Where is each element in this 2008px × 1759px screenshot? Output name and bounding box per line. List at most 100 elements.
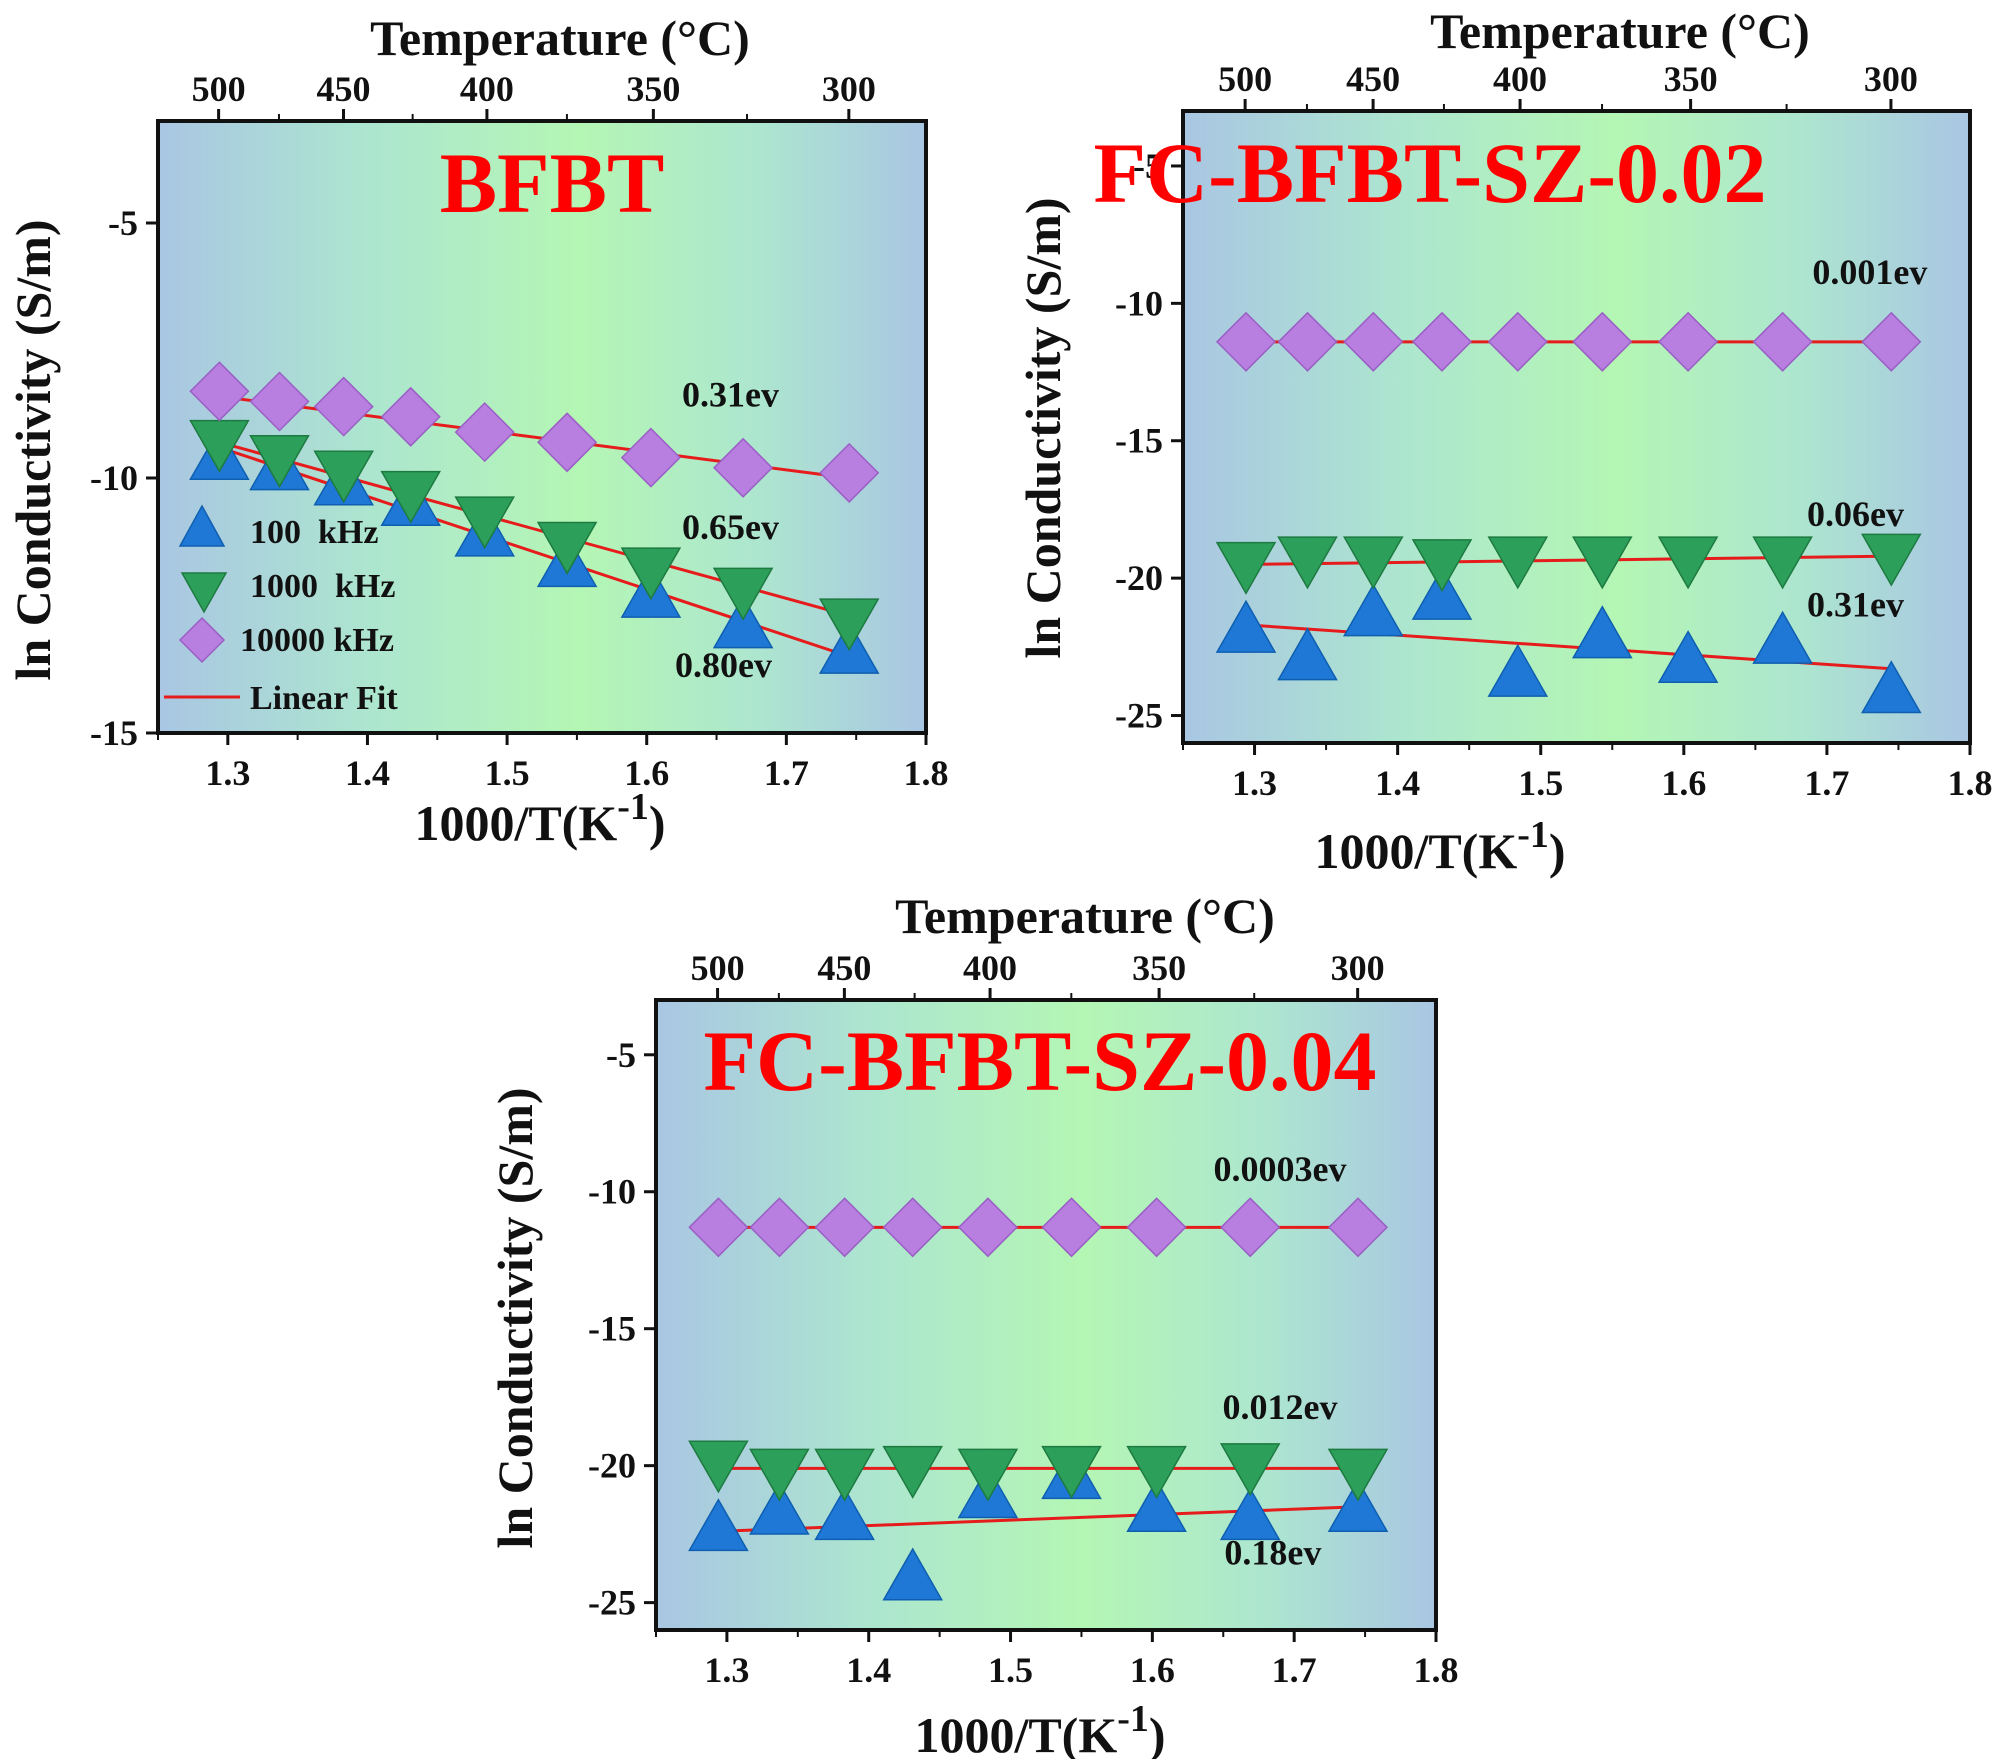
x2-tick-label: 450 [817, 948, 871, 988]
data-point-triangle-up [1327, 1478, 1389, 1532]
data-point-triangle-down [1343, 536, 1404, 590]
data-point-triangle-down [1041, 1445, 1102, 1499]
x2-tick-label: 350 [1664, 59, 1718, 99]
data-point-diamond [814, 1197, 875, 1258]
x-tick-label: 1.6 [1661, 763, 1706, 803]
activation-energy-label: 0.012ev [1223, 1387, 1338, 1427]
plot-area [1183, 111, 1970, 743]
activation-energy-label: 0.31ev [682, 375, 779, 415]
axes: 1.3 1.4 1.5 1.6 1.7 1.8 -15 -10 -5 500 450 400 350 30… [90, 69, 949, 793]
data-point-triangle-down [712, 567, 774, 621]
data-point-triangle-down [536, 521, 598, 575]
data-point-triangle-up [1861, 660, 1922, 714]
data-point-triangle-down [380, 470, 441, 524]
data-point-diamond [688, 1197, 749, 1258]
panel-title: FC-BFBT-SZ-0.02 [1094, 125, 1767, 221]
data-point-triangle-down [688, 1440, 749, 1494]
y-axis-title: ln Conductivity (S/m) [487, 1087, 543, 1548]
data-point-triangle-down [1657, 536, 1719, 590]
axes-frame [156, 119, 928, 735]
data-point-diamond [957, 1197, 1018, 1258]
x2-tick-label: 450 [316, 69, 370, 109]
y-tick-label: -5 [1133, 146, 1163, 186]
data-marks: 0.31ev 0.65ev 0.80ev [189, 361, 880, 685]
activation-energy-label: 0.80ev [675, 645, 772, 685]
data-point-triangle-up [1487, 643, 1549, 697]
x-axis-title-main: 1000/T(K [414, 795, 617, 851]
x-tick-label: 1.7 [764, 753, 809, 793]
activation-energy-label: 0.001ev [1812, 252, 1927, 292]
data-point-triangle-down [1126, 1445, 1187, 1499]
data-point-diamond [1658, 311, 1719, 372]
x-tick-label: 1.6 [624, 753, 669, 793]
data-point-triangle-up [1343, 583, 1404, 637]
data-point-triangle-up [814, 1487, 875, 1541]
legend-label-10000khz: 10000 kHz [240, 622, 394, 659]
x2-tick-label: 500 [1218, 59, 1272, 99]
x-tick-label: 1.5 [988, 1650, 1033, 1690]
y-tick-label: -5 [108, 203, 138, 243]
x-axis-title-sup: -1 [617, 786, 649, 828]
data-point-diamond [819, 442, 880, 503]
legend-label-1000khz: 1000 kHz [250, 568, 395, 605]
x-axis-title: 1000/T(K-1) [414, 786, 665, 851]
x-tick-label: 1.4 [846, 1650, 891, 1690]
data-marks: 0.0003ev 0.012ev 0.18ev [688, 1149, 1389, 1601]
x-axis-title-main: 1000/T(K [1314, 823, 1517, 879]
y-tick-label: -15 [1115, 421, 1163, 461]
data-point-triangle-down [313, 450, 374, 504]
data-point-triangle-up [1572, 605, 1633, 659]
legend-marker-10000khz [178, 616, 226, 664]
data-point-triangle-up [882, 1547, 943, 1601]
data-point-diamond [1327, 1197, 1389, 1258]
data-point-triangle-down [1219, 1443, 1281, 1497]
data-point-triangle-up [749, 1481, 810, 1535]
data-point-triangle-down [882, 1445, 943, 1499]
data-point-diamond [189, 361, 250, 422]
panel-title: FC-BFBT-SZ-0.04 [704, 1013, 1377, 1109]
x2-tick-label: 400 [460, 69, 514, 109]
y-tick-label: -20 [588, 1446, 636, 1486]
axes-frame [654, 998, 1438, 1632]
x2-tick-label: 450 [1346, 59, 1400, 99]
data-point-diamond [249, 371, 310, 432]
data-point-diamond [1343, 311, 1404, 372]
data-point-triangle-up [1215, 599, 1277, 653]
data-point-diamond [454, 402, 515, 463]
data-point-triangle-up [688, 1498, 749, 1552]
top-axis-title: Temperature (°C) [895, 888, 1275, 944]
data-point-triangle-down [1327, 1448, 1389, 1502]
x-tick-label: 1.7 [1272, 1650, 1317, 1690]
x2-tick-label: 400 [1493, 59, 1547, 99]
data-point-diamond [1220, 1197, 1281, 1258]
y-tick-label: -25 [1115, 696, 1163, 736]
data-point-triangle-down [1572, 536, 1633, 590]
data-point-diamond [1277, 311, 1338, 372]
axes: 1.3 1.4 1.5 1.6 1.7 1.8 -25 -20 -15 -10 -5 500 450 40… [588, 948, 1459, 1690]
y-axis-title: ln Conductivity (S/m) [1015, 197, 1071, 658]
data-point-triangle-down [818, 598, 880, 652]
data-point-triangle-up [1752, 610, 1813, 664]
data-point-diamond [1861, 311, 1922, 372]
data-point-triangle-down [1277, 536, 1338, 590]
x-axis-title-main: 1000/T(K [914, 1707, 1117, 1759]
data-point-triangle-down [1861, 533, 1922, 587]
data-point-triangle-down [454, 496, 515, 550]
top-axis-title: Temperature (°C) [370, 10, 750, 66]
y-tick-label: -20 [1115, 558, 1163, 598]
data-point-diamond [882, 1197, 943, 1258]
x-axis-title-close: ) [1149, 1707, 1166, 1759]
x-tick-label: 1.3 [704, 1650, 749, 1690]
panel-fc-bfbt-sz-0.02: 0.001ev 0.06ev 0.31ev 1.3 1.4 1.5 1.6 1.7 1.8 -2… [1015, 3, 1993, 879]
data-point-diamond [1487, 311, 1548, 372]
x-tick-label: 1.4 [1375, 763, 1420, 803]
legend-label-100khz: 100 kHz [250, 514, 378, 551]
x2-tick-label: 300 [1864, 59, 1918, 99]
activation-energy-label: 0.18ev [1224, 1532, 1321, 1572]
legend: 100 kHz 1000 kHz 10000 kHz Linear Fit [164, 504, 398, 717]
x-tick-label: 1.3 [205, 753, 250, 793]
data-point-diamond [1572, 311, 1633, 372]
plot-area [158, 121, 926, 733]
data-point-triangle-up [1277, 627, 1338, 681]
